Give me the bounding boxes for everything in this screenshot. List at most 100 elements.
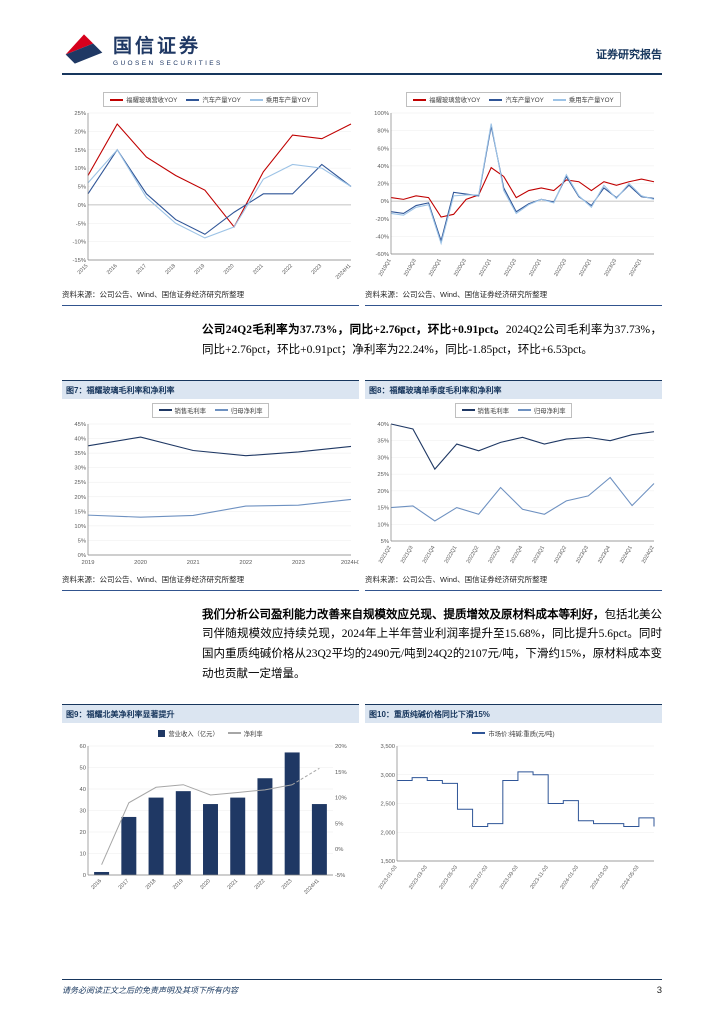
paragraph-lead-bold: 公司24Q2毛利率为37.73%，同比+2.76pct，环比+0.91pct。 xyxy=(202,324,506,336)
legend-label: 销售毛利率 xyxy=(477,407,509,415)
legend-label: 归母净利率 xyxy=(534,407,566,415)
svg-text:2020Q1: 2020Q1 xyxy=(428,258,443,278)
legend-swatch-icon xyxy=(413,98,427,101)
brand-name-cn: 国信证券 xyxy=(113,36,202,57)
svg-text:2,000: 2,000 xyxy=(380,830,395,836)
legend-label: 营业收入（亿元） xyxy=(168,730,219,738)
legend-label: 乘用车产量YOY xyxy=(568,97,614,104)
svg-text:2024Q1: 2024Q1 xyxy=(619,545,634,565)
svg-text:30%: 30% xyxy=(74,465,86,471)
legend-item: 归母净利率 xyxy=(215,406,262,415)
page-footer: 请务必阅读正文之后的免责声明及其项下所有内容 3 xyxy=(62,979,662,996)
soda-ash-price-chart: 1,500 2,000 2,500 3,000 3,500 2023-01-03 2023-… xyxy=(378,744,655,890)
legend-item: 销售毛利率 xyxy=(158,406,206,415)
figure-row-1: 福耀玻璃营收YOY 汽车产量YOY 乘用车产量YOY -15% -10% -5% 0% 5%… xyxy=(62,88,662,306)
svg-text:2022Q2: 2022Q2 xyxy=(466,545,481,565)
chart-legend: 福耀玻璃营收YOY 汽车产量YOY 乘用车产量YOY xyxy=(406,92,621,107)
legend-item: 净利率 xyxy=(227,729,263,738)
svg-text:60%: 60% xyxy=(377,146,389,152)
footer-line: 请务必阅读正文之后的免责声明及其项下所有内容 3 xyxy=(62,985,662,996)
svg-text:5%: 5% xyxy=(335,821,343,827)
svg-text:2015: 2015 xyxy=(77,263,90,276)
legend-label: 汽车产量YOY xyxy=(202,97,241,104)
legend-item: 市场价:纯碱:重质(元/吨) xyxy=(472,729,555,738)
svg-text:2018: 2018 xyxy=(145,878,158,891)
svg-text:0%: 0% xyxy=(78,553,86,559)
legend-label: 汽车产量YOY xyxy=(505,97,544,104)
svg-text:2023-11-03: 2023-11-03 xyxy=(529,864,550,890)
paragraph-lead-bold: 我们分析公司盈利能力改善来自规模效应兑现、提质增效及原材料成本等利好， xyxy=(202,608,605,621)
brand-name-en: GUOSEN SECURITIES xyxy=(113,60,223,67)
legend-swatch-icon xyxy=(472,732,486,735)
legend-label: 归母净利率 xyxy=(231,407,263,415)
svg-text:2019: 2019 xyxy=(194,263,207,276)
svg-text:2021: 2021 xyxy=(252,263,265,276)
svg-text:2020Q3: 2020Q3 xyxy=(453,258,468,278)
chart-legend: 福耀玻璃营收YOY 汽车产量YOY 乘用车产量YOY xyxy=(103,92,318,107)
svg-text:30: 30 xyxy=(80,808,86,814)
figure-revenue-yoy-quarterly: 福耀玻璃营收YOY 汽车产量YOY 乘用车产量YOY -60% -40% -20% 0% 2… xyxy=(365,88,662,306)
svg-text:35%: 35% xyxy=(74,451,86,457)
svg-text:20%: 20% xyxy=(377,182,389,188)
svg-text:-20%: -20% xyxy=(375,217,389,223)
svg-text:2023Q3: 2023Q3 xyxy=(575,545,590,565)
svg-text:2024-01-03: 2024-01-03 xyxy=(559,864,580,890)
north-america-margin-chart: 0 10 20 30 40 50 60 -5% 0% 5% 10% 15% 20% 2016 2017 201… xyxy=(80,744,347,896)
legend-item: 归母净利率 xyxy=(518,406,565,415)
source-note: 资料来源：公司公告、Wind、国信证券经济研究所整理 xyxy=(365,574,548,584)
svg-text:20%: 20% xyxy=(377,488,389,494)
svg-text:2024Q1: 2024Q1 xyxy=(628,258,643,278)
page-number: 3 xyxy=(656,985,662,996)
svg-text:15%: 15% xyxy=(74,509,86,515)
svg-text:15%: 15% xyxy=(74,148,86,154)
svg-text:3,500: 3,500 xyxy=(380,744,395,750)
svg-text:5%: 5% xyxy=(78,185,86,191)
source-note: 资料来源：公司公告、Wind、国信证券经济研究所整理 xyxy=(62,290,245,299)
legend-item: 乘用车产量YOY xyxy=(249,95,311,104)
svg-text:2023Q3: 2023Q3 xyxy=(603,258,618,278)
legend-item: 福耀玻璃营收YOY xyxy=(413,95,480,104)
svg-text:2022: 2022 xyxy=(281,263,294,276)
revenue-yoy-annual-chart: -15% -10% -5% 0% 5% 10% 15% 20% 25% 2015 2016 2017 2… xyxy=(72,111,352,281)
brand: 国信证券 GUOSEN SECURITIES xyxy=(62,30,223,68)
svg-text:2023-09-03: 2023-09-03 xyxy=(499,864,520,890)
svg-text:20%: 20% xyxy=(74,494,86,500)
chart-legend: 营业收入（亿元） 净利率 xyxy=(152,727,268,740)
svg-text:2022Q4: 2022Q4 xyxy=(509,545,524,565)
figure-revenue-yoy-annual: 福耀玻璃营收YOY 汽车产量YOY 乘用车产量YOY -15% -10% -5% 0% 5%… xyxy=(62,88,359,306)
legend-swatch-icon xyxy=(186,98,200,101)
footer-rule xyxy=(62,979,662,980)
svg-text:2016: 2016 xyxy=(106,263,119,276)
figure-9: 图9：福耀北美净利率显著提升 营业收入（亿元） 净利率 0 10 20 30 40 50 60… xyxy=(62,703,359,901)
figure-title: 图7：福耀玻璃毛利率和净利率 xyxy=(62,379,359,399)
svg-text:2016: 2016 xyxy=(90,878,103,891)
svg-text:2023Q1: 2023Q1 xyxy=(531,545,546,565)
svg-text:1,500: 1,500 xyxy=(380,859,395,865)
svg-text:2023-03-03: 2023-03-03 xyxy=(408,864,429,890)
svg-text:2022: 2022 xyxy=(239,560,252,566)
legend-item: 销售毛利率 xyxy=(461,406,509,415)
legend-swatch-icon xyxy=(461,409,475,412)
svg-text:40: 40 xyxy=(80,787,86,793)
svg-text:2023: 2023 xyxy=(292,560,305,566)
svg-text:-10%: -10% xyxy=(72,240,86,246)
legend-swatch-icon xyxy=(215,409,228,412)
source-note: 资料来源：公司公告、Wind、国信证券经济研究所整理 xyxy=(62,574,245,584)
figure-row-2: 图7：福耀玻璃毛利率和净利率 销售毛利率 归母净利率 0% 5% 10% 15% 20% 2… xyxy=(62,379,662,591)
svg-text:15%: 15% xyxy=(335,769,347,775)
margin-annual-chart: 0% 5% 10% 15% 20% 25% 30% 35% 40% 45% 2019 2020 2021… xyxy=(74,422,359,566)
body-paragraph-margin: 公司24Q2毛利率为37.73%，同比+2.76pct，环比+0.91pct。2… xyxy=(202,321,662,361)
svg-text:2021Q4: 2021Q4 xyxy=(422,545,437,565)
svg-text:2,500: 2,500 xyxy=(380,801,395,807)
svg-text:100%: 100% xyxy=(374,111,389,117)
svg-text:25%: 25% xyxy=(74,111,86,117)
legend-item: 乘用车产量YOY xyxy=(552,95,614,104)
legend-label: 市场价:纯碱:重质(元/吨) xyxy=(488,730,555,738)
legend-swatch-icon xyxy=(552,98,566,101)
svg-text:5%: 5% xyxy=(381,539,389,545)
legend-item: 营业收入（亿元） xyxy=(158,729,219,738)
body-paragraph-profitability: 我们分析公司盈利能力改善来自规模效应兑现、提质增效及原材料成本等利好，包括北美公… xyxy=(202,606,662,685)
svg-text:2024-05-03: 2024-05-03 xyxy=(620,864,641,890)
svg-text:25%: 25% xyxy=(377,472,389,478)
legend-swatch-icon xyxy=(249,98,263,101)
